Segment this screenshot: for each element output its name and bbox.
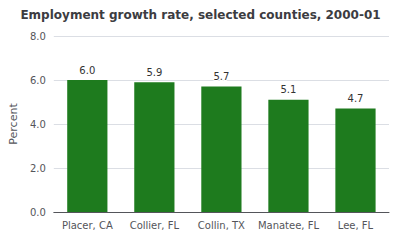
svg-text:0.0: 0.0 — [30, 207, 46, 218]
svg-text:5.7: 5.7 — [213, 71, 229, 82]
svg-text:5.1: 5.1 — [280, 84, 296, 95]
svg-text:8.0: 8.0 — [30, 31, 46, 42]
svg-text:Collier, FL: Collier, FL — [130, 220, 180, 231]
svg-text:Lee, FL: Lee, FL — [338, 220, 374, 231]
svg-text:Employment growth rate, select: Employment growth rate, selected countie… — [20, 8, 380, 22]
svg-text:Collin, TX: Collin, TX — [198, 220, 245, 231]
svg-text:Manatee, FL: Manatee, FL — [258, 220, 320, 231]
svg-text:4.0: 4.0 — [30, 119, 46, 130]
svg-text:4.7: 4.7 — [348, 93, 364, 104]
svg-text:5.9: 5.9 — [146, 67, 162, 78]
svg-text:6.0: 6.0 — [30, 75, 46, 86]
svg-text:Placer, CA: Placer, CA — [62, 220, 113, 231]
svg-text:Percent: Percent — [7, 103, 20, 145]
svg-text:2.0: 2.0 — [30, 163, 46, 174]
svg-text:6.0: 6.0 — [79, 65, 95, 76]
